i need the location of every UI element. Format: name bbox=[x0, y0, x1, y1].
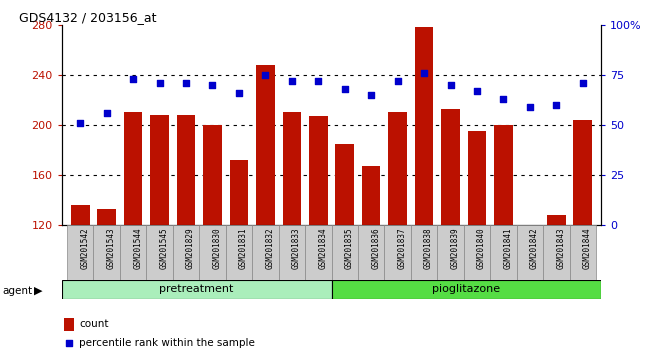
Bar bbox=[305, 225, 332, 280]
Point bbox=[445, 82, 456, 88]
Text: GSM201834: GSM201834 bbox=[318, 228, 328, 269]
Bar bbox=[283, 112, 301, 225]
Bar bbox=[120, 225, 146, 280]
Bar bbox=[150, 115, 169, 225]
Point bbox=[128, 76, 138, 82]
Text: GSM201542: GSM201542 bbox=[80, 228, 89, 269]
Text: GSM201831: GSM201831 bbox=[239, 228, 248, 269]
Bar bbox=[94, 225, 120, 280]
Bar bbox=[71, 205, 90, 225]
Bar bbox=[547, 215, 566, 225]
Point bbox=[155, 80, 165, 86]
Bar bbox=[362, 166, 380, 225]
Point bbox=[313, 78, 324, 84]
Point bbox=[260, 72, 270, 78]
Bar bbox=[441, 109, 460, 225]
Point bbox=[75, 120, 85, 126]
Text: GSM201544: GSM201544 bbox=[133, 228, 142, 269]
Bar bbox=[388, 112, 407, 225]
Point bbox=[366, 92, 376, 98]
Point bbox=[395, 259, 406, 265]
Bar bbox=[200, 225, 226, 280]
Point bbox=[472, 88, 482, 93]
Text: ▶: ▶ bbox=[34, 286, 42, 296]
Bar bbox=[415, 27, 434, 225]
Bar bbox=[64, 318, 74, 331]
Text: GSM201838: GSM201838 bbox=[424, 228, 433, 269]
Text: GSM201545: GSM201545 bbox=[160, 228, 168, 269]
Bar bbox=[124, 112, 142, 225]
Point bbox=[578, 80, 588, 86]
Point bbox=[551, 102, 562, 108]
Text: GSM201841: GSM201841 bbox=[503, 228, 512, 269]
Point bbox=[287, 78, 297, 84]
Bar bbox=[177, 115, 195, 225]
Text: GSM201835: GSM201835 bbox=[344, 228, 354, 269]
Bar bbox=[256, 65, 275, 225]
Text: agent: agent bbox=[3, 286, 32, 296]
Text: GSM201842: GSM201842 bbox=[530, 228, 539, 269]
Bar bbox=[226, 225, 252, 280]
Bar bbox=[384, 225, 411, 280]
Bar bbox=[463, 225, 490, 280]
Bar bbox=[203, 125, 222, 225]
Text: GSM201837: GSM201837 bbox=[398, 228, 407, 269]
Text: pretreatment: pretreatment bbox=[159, 284, 234, 295]
Text: GSM201844: GSM201844 bbox=[583, 228, 592, 269]
Text: GSM201830: GSM201830 bbox=[213, 228, 222, 269]
Bar bbox=[468, 131, 486, 225]
Point bbox=[498, 96, 508, 102]
Bar bbox=[279, 225, 305, 280]
Bar bbox=[358, 225, 384, 280]
Bar bbox=[573, 120, 592, 225]
Point bbox=[393, 78, 403, 84]
Point bbox=[101, 110, 112, 116]
Text: GDS4132 / 203156_at: GDS4132 / 203156_at bbox=[19, 11, 156, 24]
Bar bbox=[437, 225, 463, 280]
Point bbox=[339, 86, 350, 92]
Point bbox=[207, 82, 218, 88]
Bar bbox=[494, 125, 513, 225]
Text: count: count bbox=[79, 319, 109, 329]
Bar bbox=[335, 143, 354, 225]
Point bbox=[234, 90, 244, 96]
Bar bbox=[229, 160, 248, 225]
Bar bbox=[309, 116, 328, 225]
Text: GSM201832: GSM201832 bbox=[265, 228, 274, 269]
Bar bbox=[67, 225, 94, 280]
Text: GSM201833: GSM201833 bbox=[292, 228, 301, 269]
Text: GSM201836: GSM201836 bbox=[371, 228, 380, 269]
Point bbox=[525, 104, 535, 110]
Bar bbox=[490, 225, 517, 280]
Text: GSM201839: GSM201839 bbox=[450, 228, 460, 269]
Point bbox=[419, 70, 429, 76]
Bar bbox=[173, 225, 200, 280]
Text: GSM201843: GSM201843 bbox=[556, 228, 566, 269]
Text: pioglitazone: pioglitazone bbox=[432, 284, 500, 295]
Text: GSM201840: GSM201840 bbox=[477, 228, 486, 269]
Bar bbox=[569, 225, 596, 280]
Text: percentile rank within the sample: percentile rank within the sample bbox=[79, 338, 255, 348]
Bar bbox=[517, 225, 543, 280]
Bar bbox=[146, 225, 173, 280]
Bar bbox=[252, 225, 279, 280]
Bar bbox=[62, 280, 332, 299]
Text: GSM201543: GSM201543 bbox=[107, 228, 116, 269]
Bar bbox=[411, 225, 437, 280]
Point bbox=[181, 80, 191, 86]
Bar bbox=[332, 225, 358, 280]
Bar bbox=[98, 209, 116, 225]
Bar bbox=[543, 225, 569, 280]
Bar bbox=[332, 280, 601, 299]
Text: GSM201829: GSM201829 bbox=[186, 228, 195, 269]
